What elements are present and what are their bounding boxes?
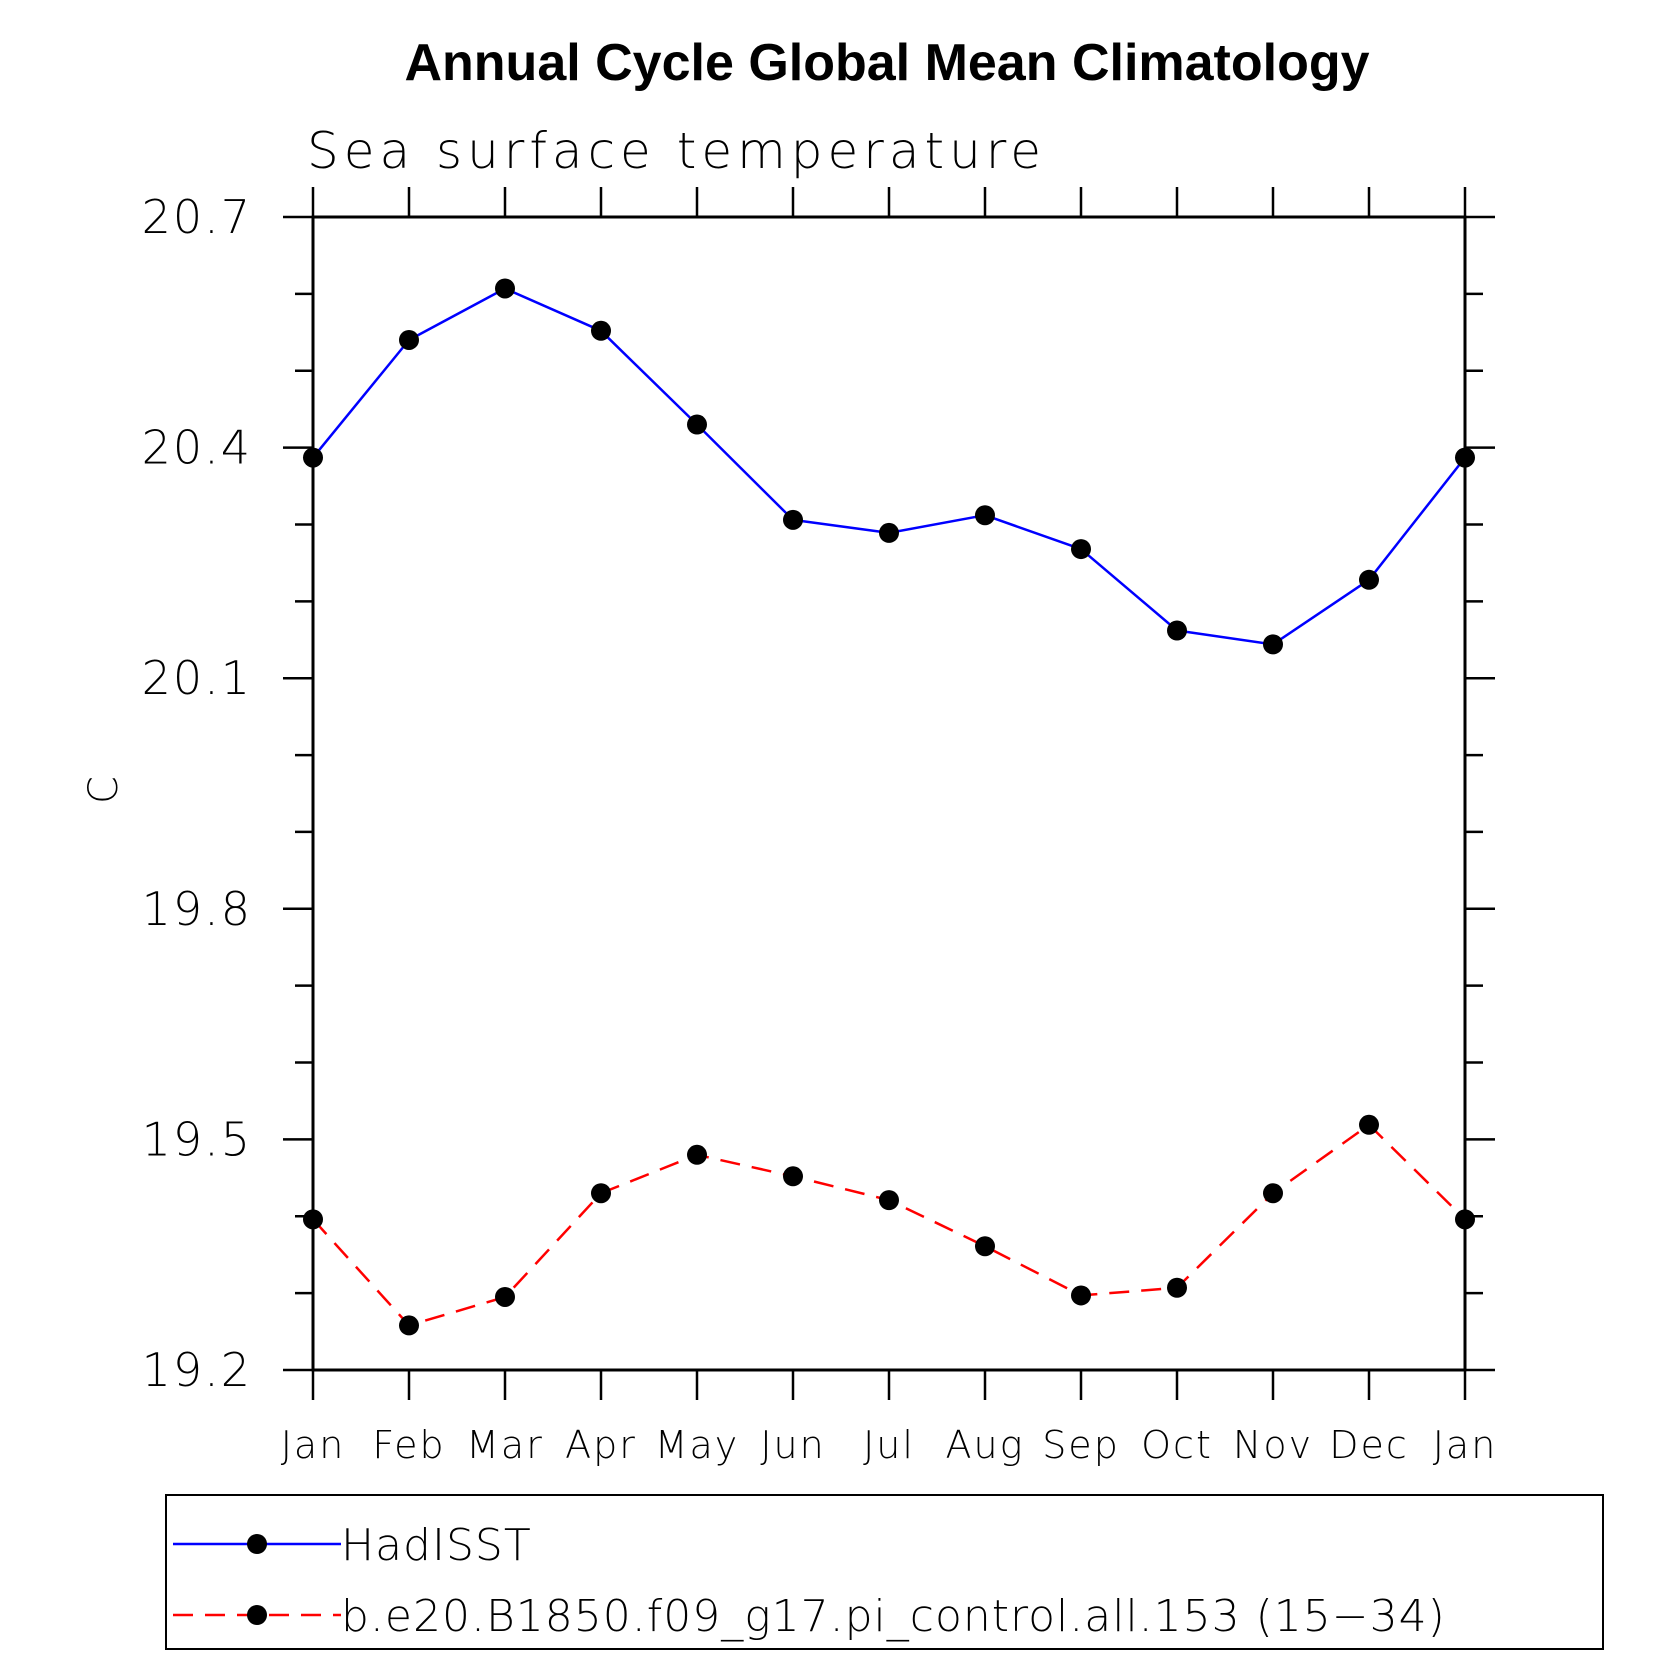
data-point — [399, 329, 419, 350]
y-tick-label: 19.5 — [142, 1112, 252, 1166]
data-point — [591, 1183, 611, 1204]
chart-subtitle: Sea surface temperature — [307, 122, 1046, 180]
data-point — [1263, 1183, 1283, 1204]
data-point — [1167, 620, 1187, 641]
x-tick-label: Oct — [1141, 1423, 1213, 1467]
data-point — [687, 1144, 707, 1165]
legend-marker — [247, 1605, 267, 1625]
axes: 20.7 20.4 20.1 19.8 19.5 19.2 Jan Feb Mar Apr May J… — [142, 187, 1498, 1467]
x-tick-label: May — [655, 1423, 740, 1467]
y-axis-label: C — [81, 776, 127, 804]
legend-marker — [247, 1534, 267, 1554]
x-tick-label: Nov — [1233, 1423, 1313, 1467]
x-tick-label: Apr — [565, 1423, 637, 1467]
legend: HadISST b.e20.B1850.f09_g17.pi_control.al… — [173, 1520, 1446, 1642]
data-point — [399, 1315, 419, 1336]
series-layer — [303, 278, 1475, 1336]
x-tick-label: Jun — [760, 1423, 825, 1467]
data-point — [1263, 634, 1283, 655]
data-point — [1071, 539, 1091, 560]
chart-title: Annual Cycle Global Mean Climatology — [404, 34, 1369, 92]
x-tick-label: Jan — [1433, 1423, 1498, 1467]
data-point — [879, 1190, 899, 1211]
data-point — [1167, 1277, 1187, 1298]
legend-label: b.e20.B1850.f09_g17.pi_control.all.153 (… — [341, 1591, 1446, 1642]
x-tick-label: Feb — [372, 1423, 445, 1467]
x-tick-label: Jan — [281, 1423, 346, 1467]
data-point — [303, 447, 323, 468]
data-point — [303, 1209, 323, 1230]
data-point — [1359, 1114, 1379, 1135]
data-point — [975, 1236, 995, 1257]
x-tick-label: Sep — [1042, 1423, 1120, 1467]
series-line — [312, 1123, 1466, 1327]
data-point — [1455, 447, 1475, 468]
data-point — [783, 1166, 803, 1187]
y-tick-label: 20.4 — [142, 421, 252, 475]
y-tick-label: 20.7 — [142, 190, 252, 244]
y-tick-label: 19.8 — [142, 882, 252, 936]
data-point — [687, 414, 707, 435]
y-tick-label: 20.1 — [142, 651, 252, 705]
x-tick-label: Mar — [466, 1423, 544, 1467]
x-tick-label: Aug — [946, 1423, 1025, 1467]
legend-label: HadISST — [341, 1520, 532, 1571]
data-point — [783, 509, 803, 530]
data-point — [591, 320, 611, 341]
series-line — [312, 287, 1466, 646]
data-point — [1455, 1209, 1475, 1230]
x-tick-label: Dec — [1329, 1423, 1409, 1467]
legend-box — [165, 1494, 1604, 1650]
data-point — [495, 278, 515, 299]
data-point — [975, 505, 995, 526]
data-point — [879, 522, 899, 543]
data-point — [495, 1286, 515, 1307]
x-tick-label: Jul — [863, 1423, 915, 1467]
data-point — [1359, 569, 1379, 590]
data-point — [1071, 1285, 1091, 1306]
y-tick-label: 19.2 — [142, 1343, 252, 1397]
